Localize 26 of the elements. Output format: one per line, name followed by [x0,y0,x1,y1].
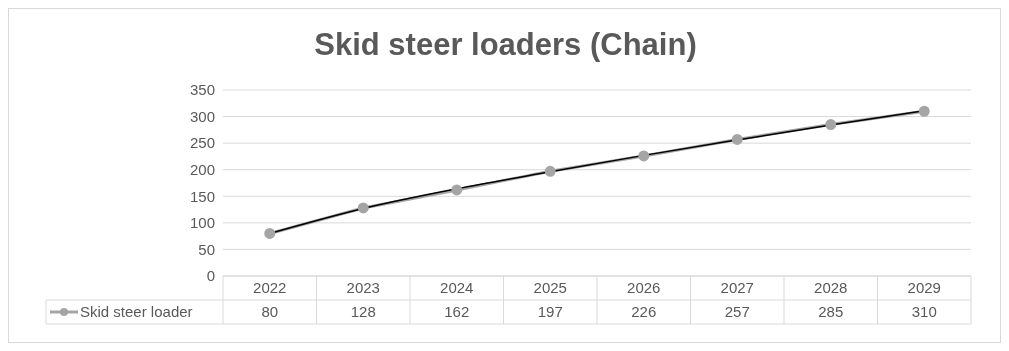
data-label: 226 [631,303,657,320]
y-tick-label: 300 [189,107,215,125]
data-label: 162 [444,303,470,320]
data-label: 197 [537,303,563,320]
chart-title: Skid steer loaders (Chain) [313,27,698,63]
y-tick-label: 100 [189,214,215,232]
legend-label: Skid steer loader [80,303,193,320]
x-tick-label: 2022 [253,279,287,296]
data-label: 128 [350,303,376,320]
y-tick-label: 350 [189,81,215,99]
y-tick-label: 150 [189,187,215,205]
x-tick-label: 2023 [346,279,380,296]
y-tick-label: 200 [189,161,215,179]
data-label: 257 [724,303,750,320]
x-tick-label: 2024 [440,279,474,296]
y-tick-label: 50 [198,240,215,258]
y-tick-label: 250 [189,134,215,152]
x-tick-label: 2025 [533,279,567,296]
data-label: 285 [818,303,844,320]
x-tick-label: 2027 [720,279,754,296]
data-label: 310 [911,303,937,320]
data-label: 80 [261,303,279,320]
x-tick-label: 2028 [814,279,848,296]
x-tick-label: 2029 [907,279,941,296]
y-tick-label: 0 [206,267,215,285]
x-tick-label: 2026 [627,279,661,296]
